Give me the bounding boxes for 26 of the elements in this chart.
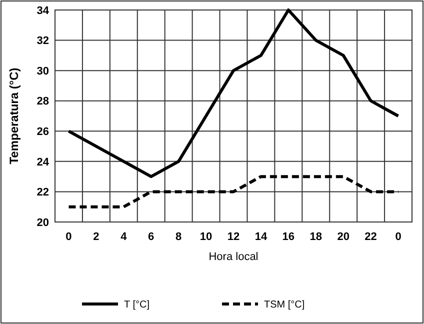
y-tick-label: 32 xyxy=(36,35,49,48)
y-tick-label: 34 xyxy=(36,4,50,17)
x-tick-label: 0 xyxy=(395,231,402,243)
x-tick-label: 4 xyxy=(120,231,128,243)
y-tick-label: 22 xyxy=(36,186,49,199)
y-axis-title: Temperatura (°C) xyxy=(7,68,21,164)
y-tick-label: 26 xyxy=(36,126,49,138)
x-tick-label: 16 xyxy=(282,231,295,243)
legend-label: T [°C] xyxy=(124,300,150,310)
x-tick-label: 10 xyxy=(200,231,212,243)
x-tick-label: 18 xyxy=(310,231,322,243)
x-axis-title: Hora local xyxy=(208,251,258,263)
x-tick-label: 12 xyxy=(227,231,240,243)
x-tick-label: 8 xyxy=(176,231,182,243)
line-series xyxy=(67,8,400,178)
x-tick-label: 0 xyxy=(66,231,72,243)
x-tick-label: 2 xyxy=(93,231,100,243)
y-tick-label: 30 xyxy=(36,65,49,78)
legend-label: TSM [°C] xyxy=(264,300,305,310)
x-tick-label: 14 xyxy=(254,231,268,243)
x-tick-label: 6 xyxy=(148,231,154,243)
x-tick-label: 20 xyxy=(337,231,350,243)
x-tick-label: 22 xyxy=(364,231,377,243)
y-tick-label: 24 xyxy=(36,156,50,168)
y-tick-label: 28 xyxy=(36,96,49,108)
y-tick-label: 20 xyxy=(36,216,49,229)
